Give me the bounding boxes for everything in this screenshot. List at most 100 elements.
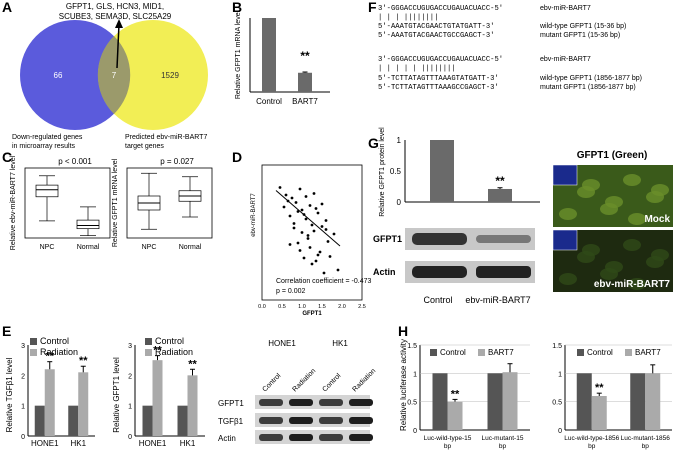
h2-ytick-3: 1.5 xyxy=(552,343,562,350)
e1-ytick-0: 0 xyxy=(21,434,25,441)
h1-ytick-2: 1 xyxy=(413,371,417,378)
c2-p-value: p = 0.027 xyxy=(160,157,194,166)
e2-sig-0: ** xyxy=(153,345,162,357)
panel-label-a: A xyxy=(2,0,12,15)
h2-bar-1-1 xyxy=(645,373,661,430)
e1-bar-1-1 xyxy=(78,372,89,436)
e2-bar-0-1 xyxy=(152,360,163,436)
e2-legend-swatch-1 xyxy=(145,349,152,356)
e1-sig-1: ** xyxy=(79,355,88,367)
e-blot-row-label-1: TGFβ1 xyxy=(218,417,244,426)
e1-y-label: Relative TGFβ1 level xyxy=(5,357,14,432)
d-point xyxy=(310,262,314,266)
venn-diagram: GFPT1, GLS, HCN3, MID1, SCUBE3, SEMA3D, … xyxy=(12,2,208,150)
chart-g: Relative GFPT1 protein level 0 0.5 1 ** xyxy=(379,127,540,217)
chart-c1: Relative ebv-miR-BART7 level p < 0.001 NPC… xyxy=(10,155,111,251)
h1-xtick-1: Luc-mutant-15 xyxy=(482,435,524,442)
d-point xyxy=(282,205,286,209)
d-point xyxy=(322,271,326,275)
venn-right-caption-1: Predicted ebv-miR-BART7 xyxy=(125,134,207,141)
g-image-cell xyxy=(559,208,577,220)
d-point xyxy=(312,192,316,195)
venn-gene-list-line1: GFPT1, GLS, HCN3, MID1, xyxy=(66,2,164,11)
chart-c2: Relative GFPT1 mRNA level p = 0.027 NPC Nor… xyxy=(112,157,213,251)
g-ytick-0: 0 xyxy=(397,198,402,207)
d-point xyxy=(298,187,302,191)
e-blot-lane-1: Radiation xyxy=(291,367,317,393)
g-image-cell xyxy=(623,239,641,251)
e2-legend-swatch-0 xyxy=(145,338,152,345)
venn-left-caption-1: Down-regulated genes xyxy=(12,134,83,141)
e2-legend-label-0: Control xyxy=(155,336,184,346)
panel-label-b: B xyxy=(232,0,242,15)
f-seq-name-7: mutant GFPT1 (1856-1877 bp) xyxy=(540,84,636,91)
d-point xyxy=(306,237,310,240)
venn-arrow-line xyxy=(116,23,120,69)
d-point xyxy=(278,186,282,189)
e-blot-band-2-0 xyxy=(259,434,283,441)
h1-ytick-1: 0.5 xyxy=(407,400,417,407)
c1-box-1 xyxy=(76,219,100,230)
panel-label-d: D xyxy=(232,149,242,165)
g-image-cell xyxy=(623,174,641,186)
d-point xyxy=(304,217,308,221)
d-correlation: Correlation coefficient = -0.473 xyxy=(276,278,372,285)
g-lane-0: Control xyxy=(423,295,452,305)
h1-legend-label-0: Control xyxy=(440,348,466,357)
f-seq-0: 3'-GGGACCUGUGACCUGAUACUACC-5' xyxy=(378,5,503,13)
e-blot-band-1-2 xyxy=(319,417,343,424)
d-point xyxy=(324,228,328,231)
e1-sig-0: ** xyxy=(45,351,54,363)
g-bar-0 xyxy=(430,140,454,202)
d-point xyxy=(306,234,310,237)
h1-xtick-1-b: bp xyxy=(499,443,507,450)
d-point xyxy=(288,243,292,246)
chart-d: ebv-miR-BART7 0.0 0.5 1.0 1.5 2.0 2.5 GFPT1 Corr… xyxy=(251,164,372,317)
h2-legend-label-0: Control xyxy=(587,348,613,357)
g-image-label-0: Mock xyxy=(644,214,670,225)
f-seq-1: | | | |||||||| xyxy=(378,14,438,22)
d-point xyxy=(320,225,324,228)
e2-ytick-0: 0 xyxy=(128,434,132,441)
panel-label-f: F xyxy=(368,0,377,15)
h2-xtick-1-b: bp xyxy=(642,443,650,450)
g-image-cell xyxy=(628,213,646,225)
e1-xtick-1: HK1 xyxy=(70,439,86,448)
h1-bar-1-0 xyxy=(487,373,503,430)
g-blot-band-1-1 xyxy=(476,266,531,278)
e-blot-lane-0: Control xyxy=(261,372,282,393)
d-point xyxy=(292,222,296,225)
g-y-label: Relative GFPT1 protein level xyxy=(379,127,386,217)
d-point xyxy=(308,246,312,249)
h1-legend-label-1: BART7 xyxy=(488,348,514,357)
e1-legend-label-0: Control xyxy=(40,336,69,346)
d-point xyxy=(302,256,306,260)
g-blot-band-1-0 xyxy=(412,266,467,278)
venn-right-count: 1529 xyxy=(161,71,179,80)
e2-y-label: Relative GFPT1 level xyxy=(112,357,121,433)
g-ytick-1: 0.5 xyxy=(390,167,402,176)
c1-xtick-1: Normal xyxy=(77,244,100,251)
f-seq-3: 5'-AAATGTACGAACTGCCGAGCT-3' xyxy=(378,32,494,40)
f-seq-2: 5'-AAATGTACGAACTGTATGATT-3' xyxy=(378,23,494,31)
d-point xyxy=(328,255,332,258)
h1-legend-swatch-1 xyxy=(478,349,485,356)
d-point xyxy=(294,201,298,204)
e-blot-lane-2: Control xyxy=(321,372,342,393)
e1-bar-0-1 xyxy=(44,369,55,436)
c1-frame xyxy=(24,167,111,239)
e1-xtick-0: HONE1 xyxy=(31,439,59,448)
g-image-inset-0 xyxy=(552,164,578,186)
f-seq-name-6: wild-type GFPT1 (1856-1877 bp) xyxy=(539,75,642,82)
d-y-label: ebv-miR-BART7 xyxy=(251,193,257,237)
d-point xyxy=(336,268,340,272)
f-seq-name-0: ebv-miR-BART7 xyxy=(540,5,591,12)
c1-box-0 xyxy=(35,184,59,198)
d-point xyxy=(304,195,308,198)
b-significance: ** xyxy=(300,49,310,63)
c1-y-label: Relative ebv-miR-BART7 level xyxy=(10,155,17,250)
e2-bar-0-0 xyxy=(142,405,153,436)
h2-sig-0: ** xyxy=(595,382,604,394)
venn-overlap-count: 7 xyxy=(112,71,117,80)
h2-ytick-2: 1 xyxy=(558,371,562,378)
